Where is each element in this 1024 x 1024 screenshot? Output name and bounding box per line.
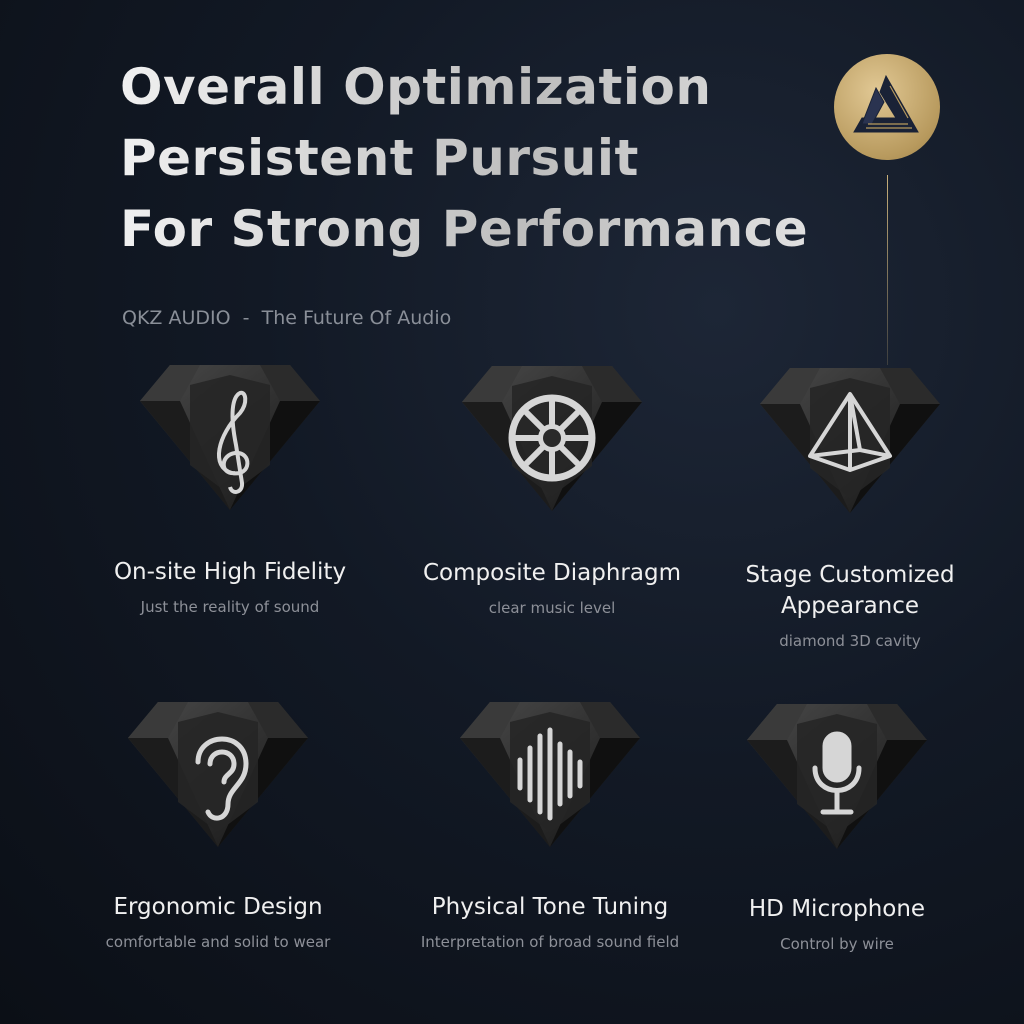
diamond-badge bbox=[70, 355, 390, 515]
tagline: QKZ AUDIO - The Future Of Audio bbox=[122, 307, 451, 329]
diamond-badge bbox=[677, 694, 997, 854]
headline-line-2: Persistent Pursuit bbox=[120, 129, 639, 187]
diamond-badge bbox=[690, 358, 1010, 518]
feature-tone-tuning: Physical Tone Tuning Interpretation of b… bbox=[390, 692, 710, 951]
pyramid-icon bbox=[760, 368, 940, 513]
feature-diaphragm: Composite Diaphragm clear music level bbox=[392, 356, 712, 617]
diamond-badge bbox=[392, 356, 712, 516]
headline-line-1: Overall Optimization bbox=[120, 58, 712, 116]
slogan: The Future Of Audio bbox=[261, 307, 452, 329]
feature-title: Stage Customized Appearance bbox=[745, 562, 955, 619]
feature-title: On-site High Fidelity bbox=[113, 559, 347, 585]
diamond-badge bbox=[58, 692, 378, 852]
feature-title: HD Microphone bbox=[748, 896, 926, 922]
feature-title: Ergonomic Design bbox=[113, 894, 323, 920]
feature-ergonomic: Ergonomic Design comfortable and solid t… bbox=[58, 692, 378, 951]
triangle-logo-icon bbox=[853, 74, 919, 133]
feature-appearance: Stage Customized Appearance diamond 3D c… bbox=[690, 358, 1010, 650]
feature-hifi: On-site High Fidelity Just the reality o… bbox=[70, 355, 390, 616]
microphone-icon bbox=[747, 704, 927, 849]
feature-subtitle: Control by wire bbox=[780, 935, 894, 953]
ear-icon bbox=[128, 702, 308, 847]
feature-subtitle: clear music level bbox=[488, 599, 616, 617]
feature-title: Physical Tone Tuning bbox=[431, 894, 669, 920]
feature-subtitle: diamond 3D cavity bbox=[779, 632, 921, 650]
feature-subtitle: comfortable and solid to wear bbox=[105, 933, 331, 951]
sound-wave-icon bbox=[460, 702, 640, 847]
headline: Overall Optimization Persistent Pursuit … bbox=[120, 52, 808, 265]
feature-microphone: HD Microphone Control by wire bbox=[677, 694, 997, 953]
feature-subtitle: Interpretation of broad sound field bbox=[420, 933, 680, 951]
headline-line-3: For Strong Performance bbox=[120, 200, 809, 258]
diamond-badge bbox=[390, 692, 710, 852]
brand-logo bbox=[834, 54, 940, 160]
feature-title: Composite Diaphragm bbox=[423, 560, 681, 586]
wheel-icon bbox=[462, 366, 642, 511]
treble-clef-icon bbox=[140, 365, 320, 510]
tagline-separator: - bbox=[242, 307, 250, 329]
feature-subtitle: Just the reality of sound bbox=[140, 598, 320, 616]
brand-name: QKZ AUDIO bbox=[122, 307, 231, 329]
decorative-line bbox=[887, 175, 888, 365]
